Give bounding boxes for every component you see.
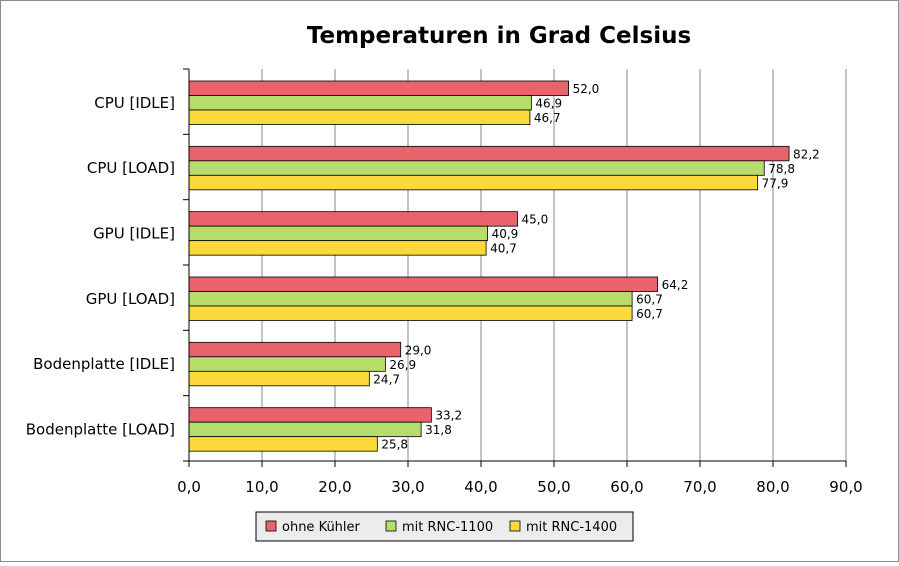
legend-label: ohne Kühler bbox=[282, 520, 361, 535]
bar bbox=[188, 356, 386, 372]
bar bbox=[188, 174, 759, 191]
category-label: Bodenplatte [IDLE] bbox=[33, 355, 175, 373]
x-tick-label: 60,0 bbox=[610, 478, 643, 496]
chart-title: Temperaturen in Grad Celsius bbox=[307, 23, 691, 49]
x-tick-label: 70,0 bbox=[683, 478, 716, 496]
x-tick-label: 10,0 bbox=[245, 478, 278, 496]
data-label: 31,8 bbox=[425, 423, 452, 437]
legend-box bbox=[255, 511, 634, 542]
x-tick-label: 20,0 bbox=[318, 478, 351, 496]
bar bbox=[188, 421, 422, 438]
bar bbox=[188, 109, 531, 125]
bar bbox=[188, 95, 532, 111]
legend-label: mit RNC-1400 bbox=[526, 520, 617, 535]
x-tick-label: 50,0 bbox=[537, 478, 570, 496]
data-label: 46,9 bbox=[535, 97, 562, 111]
bar bbox=[188, 276, 659, 292]
data-label: 46,7 bbox=[534, 111, 561, 125]
x-tick-label: 90,0 bbox=[829, 478, 862, 496]
data-label: 26,9 bbox=[389, 358, 416, 372]
bar bbox=[188, 305, 633, 321]
x-tick-label: 30,0 bbox=[391, 478, 424, 496]
bar bbox=[188, 211, 518, 227]
data-label: 77,9 bbox=[762, 176, 789, 190]
category-label: Bodenplatte [LOAD] bbox=[26, 420, 175, 438]
data-label: 78,8 bbox=[768, 162, 795, 176]
bar bbox=[188, 80, 570, 96]
data-label: 60,7 bbox=[636, 293, 663, 307]
data-label: 33,2 bbox=[435, 409, 462, 423]
bar bbox=[188, 160, 765, 176]
data-label: 24,7 bbox=[373, 372, 400, 386]
bar bbox=[188, 436, 378, 452]
data-label: 29,0 bbox=[405, 343, 432, 357]
legend-swatch bbox=[385, 520, 397, 532]
x-tick-label: 80,0 bbox=[756, 478, 789, 496]
legend-label: mit RNC-1100 bbox=[402, 520, 493, 535]
bar bbox=[188, 240, 487, 256]
x-tick-label: 0,0 bbox=[177, 478, 201, 496]
data-label: 82,2 bbox=[793, 147, 820, 161]
legend-swatch bbox=[265, 520, 277, 532]
legend-swatch bbox=[509, 520, 521, 532]
category-label: CPU [IDLE] bbox=[94, 94, 175, 112]
x-tick-label: 40,0 bbox=[464, 478, 497, 496]
data-label: 25,8 bbox=[381, 438, 408, 452]
data-label: 45,0 bbox=[522, 213, 549, 227]
bar bbox=[188, 145, 790, 162]
category-label: CPU [LOAD] bbox=[87, 159, 175, 177]
data-label: 40,9 bbox=[492, 227, 519, 241]
category-label: GPU [IDLE] bbox=[93, 224, 175, 242]
bar bbox=[188, 370, 370, 387]
data-label: 60,7 bbox=[636, 307, 663, 321]
bar bbox=[188, 341, 402, 358]
data-label: 64,2 bbox=[662, 278, 689, 292]
bar bbox=[188, 291, 633, 307]
bar bbox=[188, 407, 432, 423]
bar bbox=[188, 225, 488, 242]
category-label: GPU [LOAD] bbox=[86, 290, 175, 308]
data-label: 40,7 bbox=[490, 242, 517, 256]
data-label: 52,0 bbox=[573, 82, 600, 96]
